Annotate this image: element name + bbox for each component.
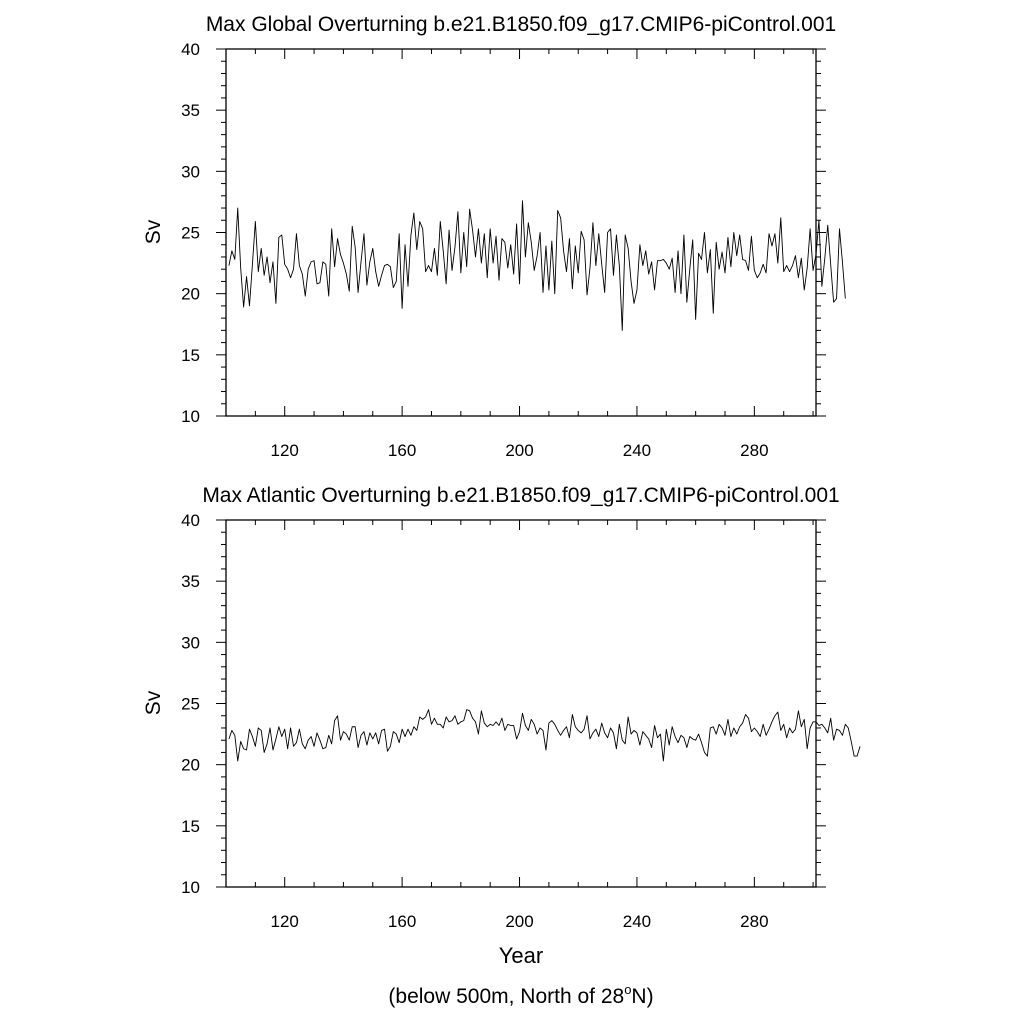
global-overturning-y-tick-label: 20	[181, 285, 200, 304]
atlantic-overturning-y-tick-label: 15	[181, 817, 200, 836]
global-overturning-x-tick-label: 200	[505, 441, 533, 460]
global-overturning-y-tick-label: 15	[181, 346, 200, 365]
atlantic-overturning-x-tick-label: 280	[740, 912, 768, 931]
figure-note-suffix: N)	[631, 985, 653, 1008]
atlantic-overturning-y-tick-label: 20	[181, 756, 200, 775]
global-overturning-x-tick-label: 160	[388, 441, 416, 460]
global-overturning-y-tick-label: 40	[181, 40, 200, 59]
global-overturning-ylabel: Sv	[142, 219, 165, 244]
atlantic-overturning-x-tick-label: 160	[388, 912, 416, 931]
x-axis-label: Year	[499, 943, 543, 968]
atlantic-overturning-title: Max Atlantic Overturning b.e21.B1850.f09…	[202, 484, 839, 507]
global-overturning-y-tick-label: 35	[181, 101, 200, 120]
atlantic-overturning-panel: Max Atlantic Overturning b.e21.B1850.f09…	[142, 484, 861, 931]
atlantic-overturning-y-tick-label: 30	[181, 633, 200, 652]
global-overturning-series-line	[228, 200, 846, 331]
global-overturning-title: Max Global Overturning b.e21.B1850.f09_g…	[206, 13, 836, 36]
figure-note-degree: o	[624, 982, 631, 997]
figure-note: (below 500m, North of 28oN)	[388, 982, 653, 1008]
atlantic-overturning-y-tick-label: 40	[181, 511, 200, 530]
global-overturning-x-tick-label: 280	[740, 441, 768, 460]
global-overturning-y-tick-label: 30	[181, 162, 200, 181]
global-overturning-panel: Max Global Overturning b.e21.B1850.f09_g…	[142, 13, 846, 460]
atlantic-overturning-x-tick-label: 200	[505, 912, 533, 931]
figure-note-prefix: (below 500m, North of 28	[388, 985, 624, 1008]
atlantic-overturning-ylabel: Sv	[142, 690, 165, 715]
atlantic-overturning-y-tick-label: 35	[181, 572, 200, 591]
global-overturning-x-tick-label: 240	[623, 441, 651, 460]
atlantic-overturning-y-tick-label: 10	[181, 878, 200, 897]
atlantic-overturning-series-line	[228, 709, 861, 762]
global-overturning-x-tick-label: 120	[271, 441, 299, 460]
atlantic-overturning-y-tick-label: 25	[181, 695, 200, 714]
atlantic-overturning-plot-frame	[225, 519, 817, 888]
global-overturning-y-tick-label: 10	[181, 407, 200, 426]
atlantic-overturning-x-tick-label: 240	[623, 912, 651, 931]
global-overturning-y-tick-label: 25	[181, 224, 200, 243]
atlantic-overturning-x-tick-label: 120	[271, 912, 299, 931]
